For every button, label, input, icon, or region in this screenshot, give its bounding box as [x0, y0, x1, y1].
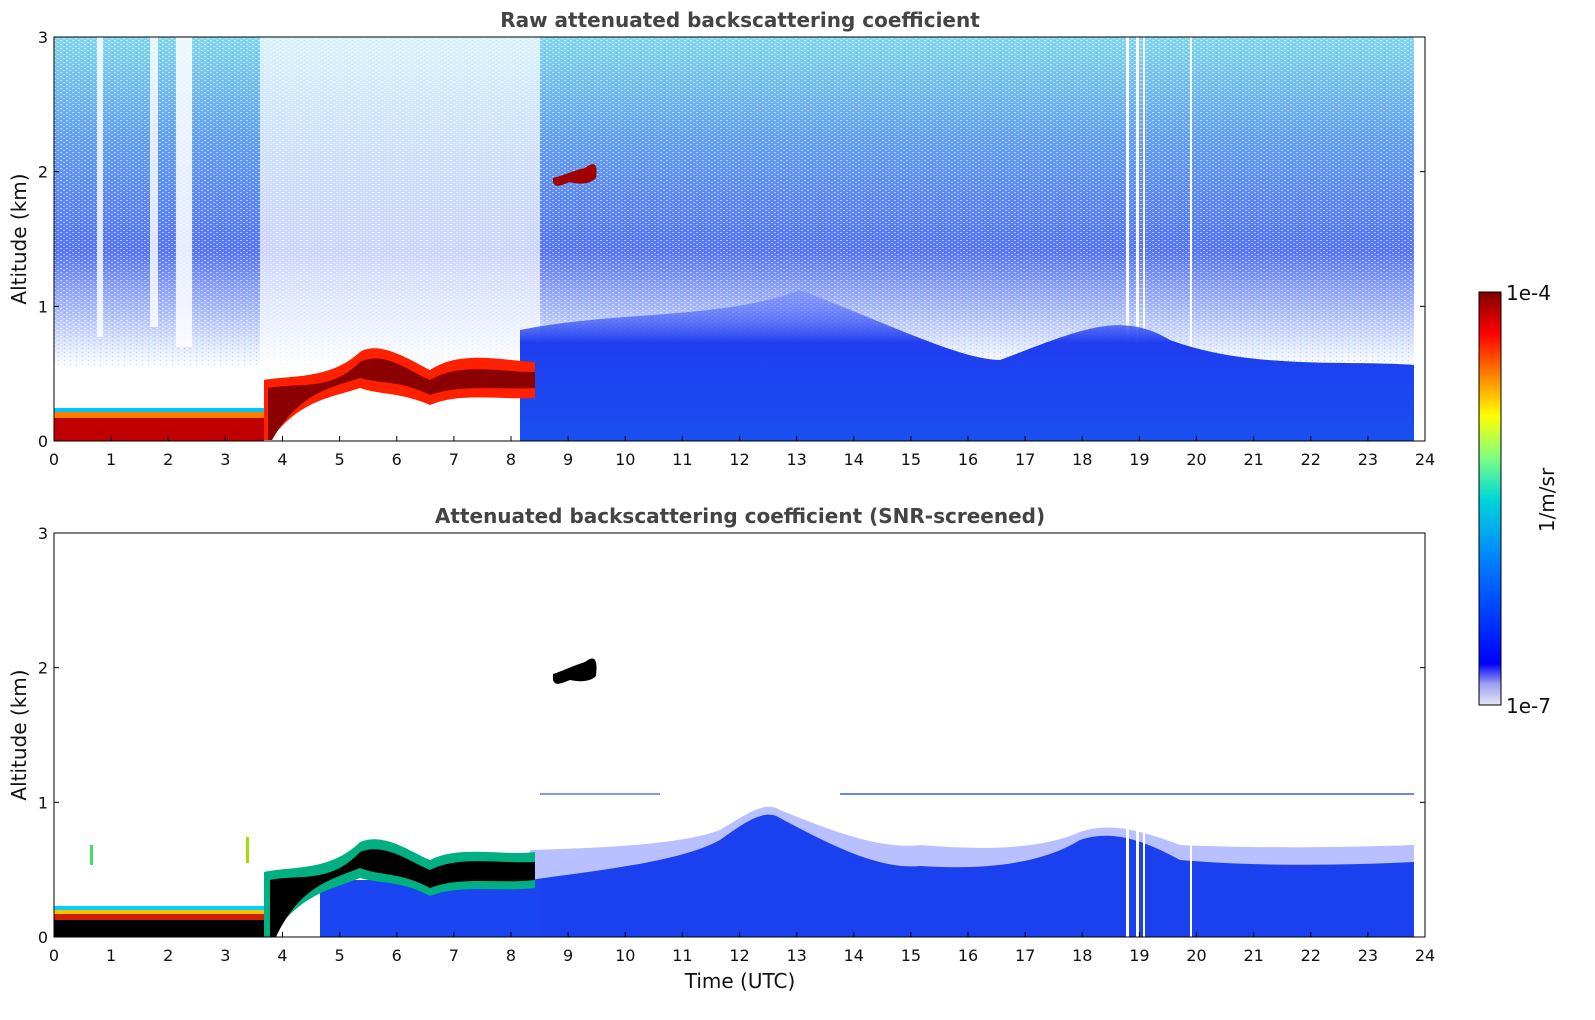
heatmap-screened [54, 533, 1425, 937]
x-tick-label: 5 [335, 450, 345, 469]
x-tick-label: 21 [1243, 946, 1263, 965]
x-tick-label: 19 [1129, 450, 1149, 469]
x-tick-label: 16 [958, 946, 978, 965]
heatmap-raw [54, 37, 1425, 441]
x-tick-label: 1 [106, 946, 116, 965]
x-tick-label: 23 [1358, 450, 1378, 469]
x-tick-label: 11 [672, 946, 692, 965]
panel-screened: Attenuated backscattering coefficient (S… [7, 504, 1435, 993]
y-tick-label: 2 [38, 659, 48, 678]
chart-title: Raw attenuated backscattering coefficien… [500, 8, 980, 32]
x-tick-label: 13 [786, 450, 806, 469]
x-tick-label: 0 [49, 450, 59, 469]
x-tick-label: 1 [106, 450, 116, 469]
x-tick-label: 16 [958, 450, 978, 469]
x-tick-label: 12 [729, 450, 749, 469]
x-tick-label: 3 [220, 450, 230, 469]
y-tick-label: 0 [38, 432, 48, 451]
colorbar-scale [1478, 291, 1502, 706]
x-tick-label: 19 [1129, 946, 1149, 965]
x-tick-label: 3 [220, 946, 230, 965]
x-tick-label: 13 [786, 946, 806, 965]
x-tick-label: 23 [1358, 946, 1378, 965]
y-axis-label: Altitude (km) [7, 669, 31, 800]
x-tick-label: 4 [277, 450, 287, 469]
x-tick-label: 22 [1301, 946, 1321, 965]
x-tick-label: 10 [615, 946, 635, 965]
x-axis-label: Time (UTC) [684, 969, 796, 993]
colorbar: 1e-4 1e-7 1/m/sr [1478, 281, 1559, 718]
x-tick-label: 21 [1243, 450, 1263, 469]
x-tick-label: 14 [844, 450, 864, 469]
x-tick-label: 15 [901, 450, 921, 469]
x-tick-label: 20 [1186, 946, 1206, 965]
y-axis: 0 1 2 3 [38, 28, 1425, 451]
colorbar-max-label: 1e-4 [1506, 281, 1551, 305]
y-tick-label: 0 [38, 928, 48, 947]
x-tick-label: 17 [1015, 946, 1035, 965]
x-tick-label: 8 [506, 946, 516, 965]
x-tick-label: 5 [335, 946, 345, 965]
y-tick-label: 2 [38, 163, 48, 182]
x-tick-label: 18 [1072, 450, 1092, 469]
chart-title: Attenuated backscattering coefficient (S… [435, 504, 1045, 528]
x-tick-label: 24 [1415, 946, 1435, 965]
x-tick-label: 7 [449, 946, 459, 965]
y-tick-label: 3 [38, 28, 48, 47]
x-tick-label: 17 [1015, 450, 1035, 469]
x-tick-label: 6 [392, 450, 402, 469]
y-axis-label: Altitude (km) [7, 173, 31, 304]
x-tick-label: 4 [277, 946, 287, 965]
x-tick-label: 20 [1186, 450, 1206, 469]
x-tick-label: 11 [672, 450, 692, 469]
panel-raw: Raw attenuated backscattering coefficien… [7, 8, 1435, 469]
colorbar-min-label: 1e-7 [1506, 694, 1551, 718]
x-tick-label: 12 [729, 946, 749, 965]
x-tick-label: 14 [844, 946, 864, 965]
y-tick-label: 1 [38, 793, 48, 812]
x-tick-label: 2 [163, 450, 173, 469]
x-tick-label: 22 [1301, 450, 1321, 469]
x-tick-label: 15 [901, 946, 921, 965]
x-tick-label: 24 [1415, 450, 1435, 469]
y-tick-label: 3 [38, 524, 48, 543]
x-tick-label: 0 [49, 946, 59, 965]
x-tick-label: 8 [506, 450, 516, 469]
x-tick-label: 9 [563, 450, 573, 469]
y-tick-label: 1 [38, 297, 48, 316]
x-tick-label: 10 [615, 450, 635, 469]
colorbar-unit-label: 1/m/sr [1535, 467, 1559, 532]
x-tick-label: 18 [1072, 946, 1092, 965]
x-tick-label: 9 [563, 946, 573, 965]
x-axis: 0 1 2 3 4 5 6 7 8 9 10 11 12 13 14 15 16 17 18 19 20 21 22 23 24 [49, 932, 1435, 965]
x-tick-label: 6 [392, 946, 402, 965]
x-tick-label: 2 [163, 946, 173, 965]
y-axis: 0 1 2 3 [38, 524, 1425, 947]
x-tick-label: 7 [449, 450, 459, 469]
x-axis: 0 1 2 3 4 5 6 7 8 9 10 11 12 13 14 15 16 17 18 19 20 21 22 23 24 [49, 436, 1435, 469]
